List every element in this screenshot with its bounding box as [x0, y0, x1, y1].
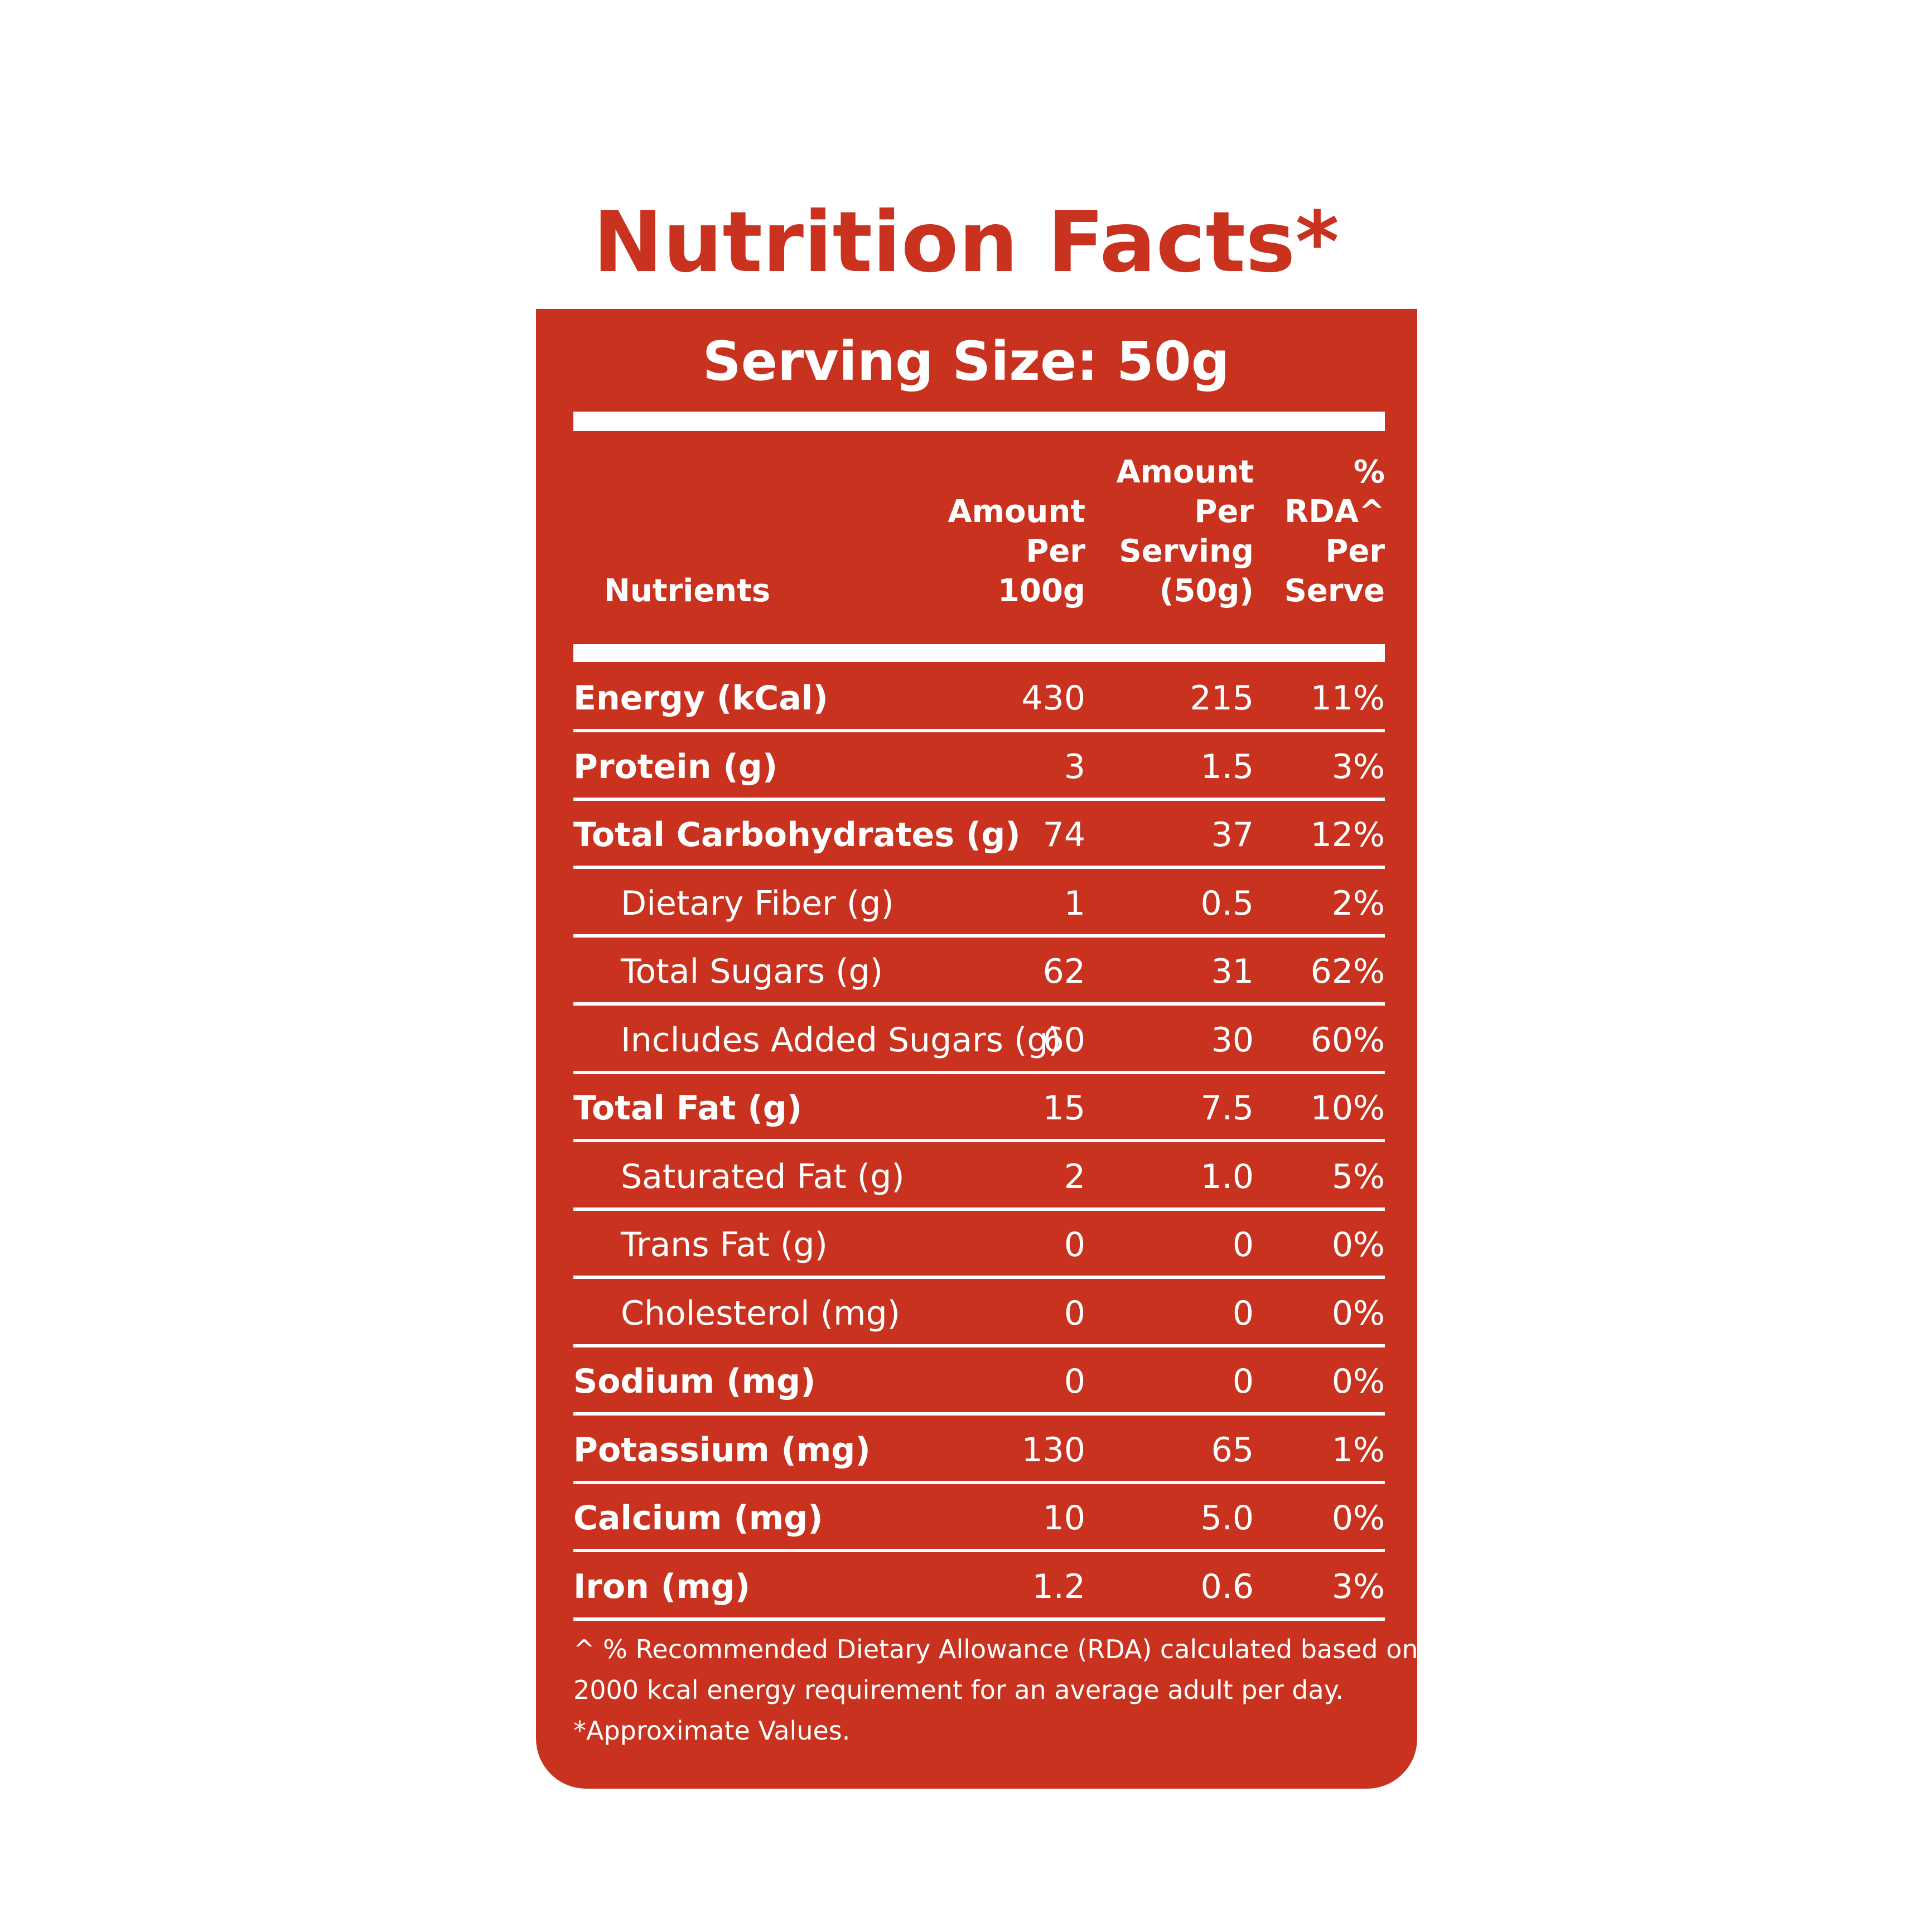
column-header: Per [1194, 494, 1254, 530]
nutrient-value: 5% [1331, 1157, 1385, 1196]
nutrient-name: Total Sugars (g) [621, 952, 883, 991]
nutrient-name: Dietary Fiber (g) [621, 883, 894, 923]
nutrient-name: Cholesterol (mg) [621, 1293, 901, 1333]
nutrient-value: 74 [1042, 815, 1085, 854]
column-header: Serving [1119, 533, 1254, 569]
column-header: Per [1026, 533, 1085, 569]
nutrient-name: Energy (kCal) [573, 679, 828, 718]
nutrient-value: 11% [1310, 679, 1385, 718]
column-header: (50g) [1159, 573, 1254, 609]
nutrient-value: 0 [1064, 1225, 1085, 1264]
nutrient-value: 1.0 [1200, 1157, 1254, 1196]
nutrient-value: 60% [1310, 1020, 1385, 1060]
nutrient-name: Calcium (mg) [573, 1499, 823, 1538]
column-header: Per [1325, 533, 1385, 569]
row-divider [573, 1344, 1385, 1347]
row-divider [573, 1617, 1385, 1621]
nutrient-value: 10% [1310, 1089, 1385, 1128]
row-divider [573, 1549, 1385, 1552]
nutrient-value: 31 [1211, 952, 1254, 991]
row-divider [573, 797, 1385, 801]
nutrient-name: Protein (g) [573, 747, 778, 786]
column-header: % [1353, 454, 1385, 490]
nutrient-value: 0% [1331, 1225, 1385, 1264]
row-divider [573, 1070, 1385, 1074]
nutrient-value: 0.5 [1200, 883, 1254, 923]
serving-size: Serving Size: 50g [702, 330, 1230, 393]
nutrient-name: Total Carbohydrates (g) [573, 815, 1021, 854]
column-header: Amount [1116, 454, 1254, 490]
row-divider [573, 1002, 1385, 1006]
footnote: *Approximate Values. [573, 1716, 851, 1746]
nutrient-value: 2% [1331, 883, 1385, 923]
column-header: RDA^ [1284, 494, 1385, 530]
row-divider [573, 1207, 1385, 1211]
column-header: Amount [948, 494, 1085, 530]
nutrient-value: 0% [1331, 1362, 1385, 1401]
nutrient-value: 130 [1021, 1430, 1085, 1470]
nutrient-value: 65 [1211, 1430, 1254, 1470]
nutrient-value: 37 [1211, 815, 1254, 854]
nutrient-value: 215 [1190, 679, 1254, 718]
nutrient-value: 0% [1331, 1293, 1385, 1333]
nutrient-value: 1.2 [1032, 1567, 1085, 1606]
row-divider [573, 934, 1385, 938]
nutrient-value: 3% [1331, 1567, 1385, 1606]
nutrient-value: 0.6 [1200, 1567, 1254, 1606]
row-divider [573, 1276, 1385, 1279]
column-header: Serve [1284, 573, 1385, 609]
nutrient-value: 15 [1042, 1089, 1085, 1128]
nutrient-value: 5.0 [1200, 1499, 1254, 1538]
nutrient-value: 0 [1232, 1225, 1254, 1264]
divider [573, 644, 1385, 662]
nutrient-value: 0 [1064, 1293, 1085, 1333]
row-divider [573, 1480, 1385, 1484]
nutrient-name: Trans Fat (g) [621, 1225, 828, 1264]
nutrient-name: Saturated Fat (g) [621, 1157, 905, 1196]
nutrient-value: 62% [1310, 952, 1385, 991]
nutrient-name: Total Fat (g) [573, 1089, 803, 1128]
nutrient-value: 10 [1042, 1499, 1085, 1538]
nutrient-value: 30 [1211, 1020, 1254, 1060]
row-divider [573, 1412, 1385, 1416]
nutrient-value: 0 [1232, 1293, 1254, 1333]
nutrient-name: Potassium (mg) [573, 1430, 871, 1470]
nutrient-value: 0 [1064, 1362, 1085, 1401]
divider [573, 412, 1385, 431]
row-divider [573, 866, 1385, 869]
column-header: 100g [998, 573, 1085, 609]
nutrient-value: 1.5 [1200, 747, 1254, 786]
nutrient-value: 62 [1042, 952, 1085, 991]
nutrient-name: Iron (mg) [573, 1567, 751, 1606]
nutrient-value: 430 [1021, 679, 1085, 718]
nutrient-value: 3 [1064, 747, 1085, 786]
footnote: 2000 kcal energy requirement for an aver… [573, 1675, 1344, 1705]
panel [536, 309, 1417, 1789]
nutrient-value: 1 [1064, 883, 1085, 923]
nutrient-value: 1% [1331, 1430, 1385, 1470]
nutrient-value: 60 [1042, 1020, 1085, 1060]
nutrient-value: 7.5 [1200, 1089, 1254, 1128]
column-header: Nutrients [604, 573, 771, 609]
nutrient-name: Includes Added Sugars (g) [621, 1020, 1061, 1060]
nutrient-value: 2 [1064, 1157, 1085, 1196]
nutrient-value: 3% [1331, 747, 1385, 786]
nutrient-name: Sodium (mg) [573, 1362, 816, 1401]
nutrient-value: 0 [1232, 1362, 1254, 1401]
title: Nutrition Facts* [593, 194, 1339, 291]
nutrient-value: 0% [1331, 1499, 1385, 1538]
footnote: ^ % Recommended Dietary Allowance (RDA) … [573, 1634, 1418, 1664]
row-divider [573, 1139, 1385, 1142]
row-divider [573, 729, 1385, 732]
nutrient-value: 12% [1310, 815, 1385, 854]
